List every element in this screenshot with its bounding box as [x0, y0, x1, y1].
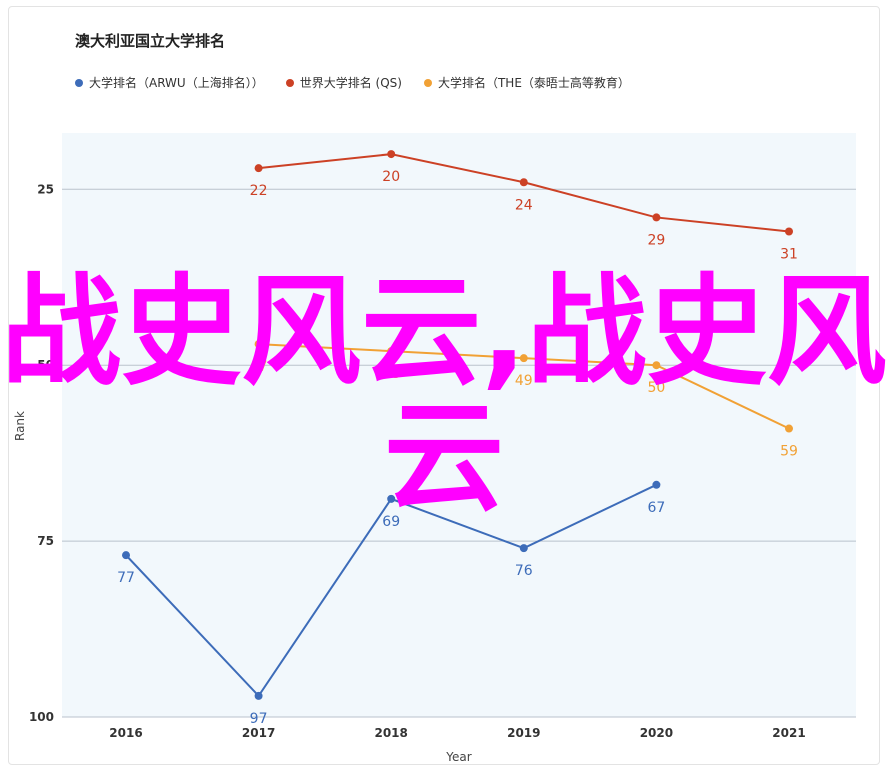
x-tick-label-2018: 2018 — [374, 726, 407, 740]
data-label-the-2018: 48 — [382, 366, 400, 382]
data-point-the-2020 — [652, 361, 661, 370]
legend-item-arwu[interactable]: 大学排名（ARWU（上海排名）） — [75, 74, 264, 91]
x-axis-title: Year — [445, 750, 471, 764]
x-tick-label-2020: 2020 — [640, 726, 673, 740]
legend-item-the[interactable]: 大学排名（THE（泰晤士高等教育） — [423, 74, 630, 91]
data-point-the-2021 — [785, 424, 793, 433]
chart-title: 澳大利亚国立大学排名 — [75, 32, 226, 50]
data-point-qs-2018 — [387, 150, 396, 159]
x-tick-label-2019: 2019 — [507, 726, 540, 740]
data-label-the-2017: 47 — [250, 359, 268, 375]
data-point-arwu-2017 — [254, 691, 263, 700]
data-label-the-2019: 49 — [515, 373, 533, 389]
data-label-arwu-2016: 77 — [117, 570, 135, 586]
data-label-arwu-2018: 69 — [382, 514, 400, 530]
data-label-arwu-2019: 76 — [515, 563, 533, 579]
y-tick-label-25: 25 — [37, 182, 54, 196]
data-label-the-2020: 50 — [647, 380, 665, 396]
legend-marker-the — [423, 78, 432, 87]
plot-area — [62, 133, 856, 717]
legend-label-qs: 世界大学排名 (QS) — [299, 76, 402, 90]
data-point-arwu-2018 — [387, 494, 396, 503]
data-label-qs-2019: 24 — [515, 197, 533, 213]
data-point-qs-2021 — [785, 227, 793, 236]
data-label-qs-2020: 29 — [647, 232, 665, 248]
legend-marker-arwu — [75, 78, 83, 87]
x-tick-label-2017: 2017 — [242, 726, 275, 740]
data-point-the-2018 — [387, 347, 396, 356]
data-point-the-2017 — [254, 340, 263, 349]
y-tick-label-75: 75 — [37, 534, 54, 548]
data-point-qs-2020 — [652, 213, 661, 222]
data-label-arwu-2017: 97 — [250, 711, 268, 727]
data-point-qs-2019 — [519, 178, 528, 187]
legend: 大学排名（ARWU（上海排名）） 世界大学排名 (QS) 大学排名（THE（泰晤… — [75, 74, 630, 91]
y-axis-title: Rank — [13, 411, 27, 441]
data-label-qs-2017: 22 — [250, 183, 268, 199]
data-point-qs-2017 — [254, 164, 263, 173]
data-label-the-2021: 59 — [780, 444, 798, 460]
data-point-arwu-2016 — [122, 551, 130, 560]
data-label-arwu-2020: 67 — [647, 500, 665, 516]
data-point-arwu-2020 — [652, 480, 661, 489]
y-tick-label-100: 100 — [29, 710, 54, 724]
x-tick-label-2016: 2016 — [109, 726, 142, 740]
data-label-qs-2021: 31 — [780, 247, 798, 263]
legend-marker-qs — [285, 78, 294, 87]
legend-label-the: 大学排名（THE（泰晤士高等教育） — [437, 76, 630, 90]
legend-label-arwu: 大学排名（ARWU（上海排名）） — [89, 76, 264, 90]
legend-item-qs[interactable]: 世界大学排名 (QS) — [285, 74, 402, 91]
data-point-the-2019 — [519, 354, 528, 363]
data-point-arwu-2019 — [519, 544, 528, 553]
data-label-qs-2018: 20 — [382, 169, 400, 185]
y-tick-label-50: 50 — [37, 358, 54, 372]
x-tick-label-2021: 2021 — [772, 726, 805, 740]
